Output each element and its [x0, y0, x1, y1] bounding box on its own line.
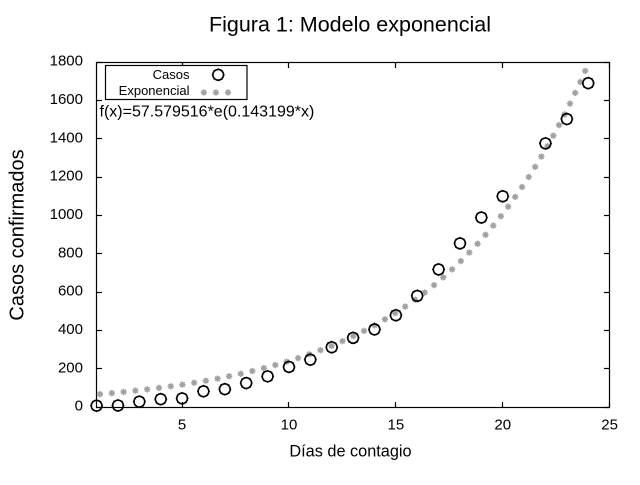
svg-text:Figura 1: Modelo exponencial: Figura 1: Modelo exponencial — [209, 13, 491, 37]
svg-text:25: 25 — [601, 417, 618, 434]
svg-text:800: 800 — [58, 244, 83, 261]
svg-text:f(x)=57.579516*e(0.143199*x): f(x)=57.579516*e(0.143199*x) — [100, 104, 315, 121]
svg-text:10: 10 — [281, 417, 298, 434]
svg-text:1000: 1000 — [50, 206, 83, 223]
svg-text:15: 15 — [388, 417, 405, 434]
svg-text:1200: 1200 — [50, 168, 83, 185]
svg-text:1400: 1400 — [50, 129, 83, 146]
svg-text:400: 400 — [58, 321, 83, 338]
svg-text:Casos confirmados: Casos confirmados — [7, 149, 29, 320]
svg-text:0: 0 — [75, 398, 83, 415]
svg-text:5: 5 — [178, 417, 186, 434]
svg-text:1800: 1800 — [50, 53, 83, 70]
svg-text:20: 20 — [494, 417, 511, 434]
svg-text:Días de contagio: Días de contagio — [289, 443, 411, 461]
svg-text:Casos: Casos — [153, 67, 190, 82]
svg-text:1600: 1600 — [50, 91, 83, 108]
svg-text:Exponencial: Exponencial — [119, 83, 190, 98]
svg-text:200: 200 — [58, 359, 83, 376]
svg-text:600: 600 — [58, 283, 83, 300]
